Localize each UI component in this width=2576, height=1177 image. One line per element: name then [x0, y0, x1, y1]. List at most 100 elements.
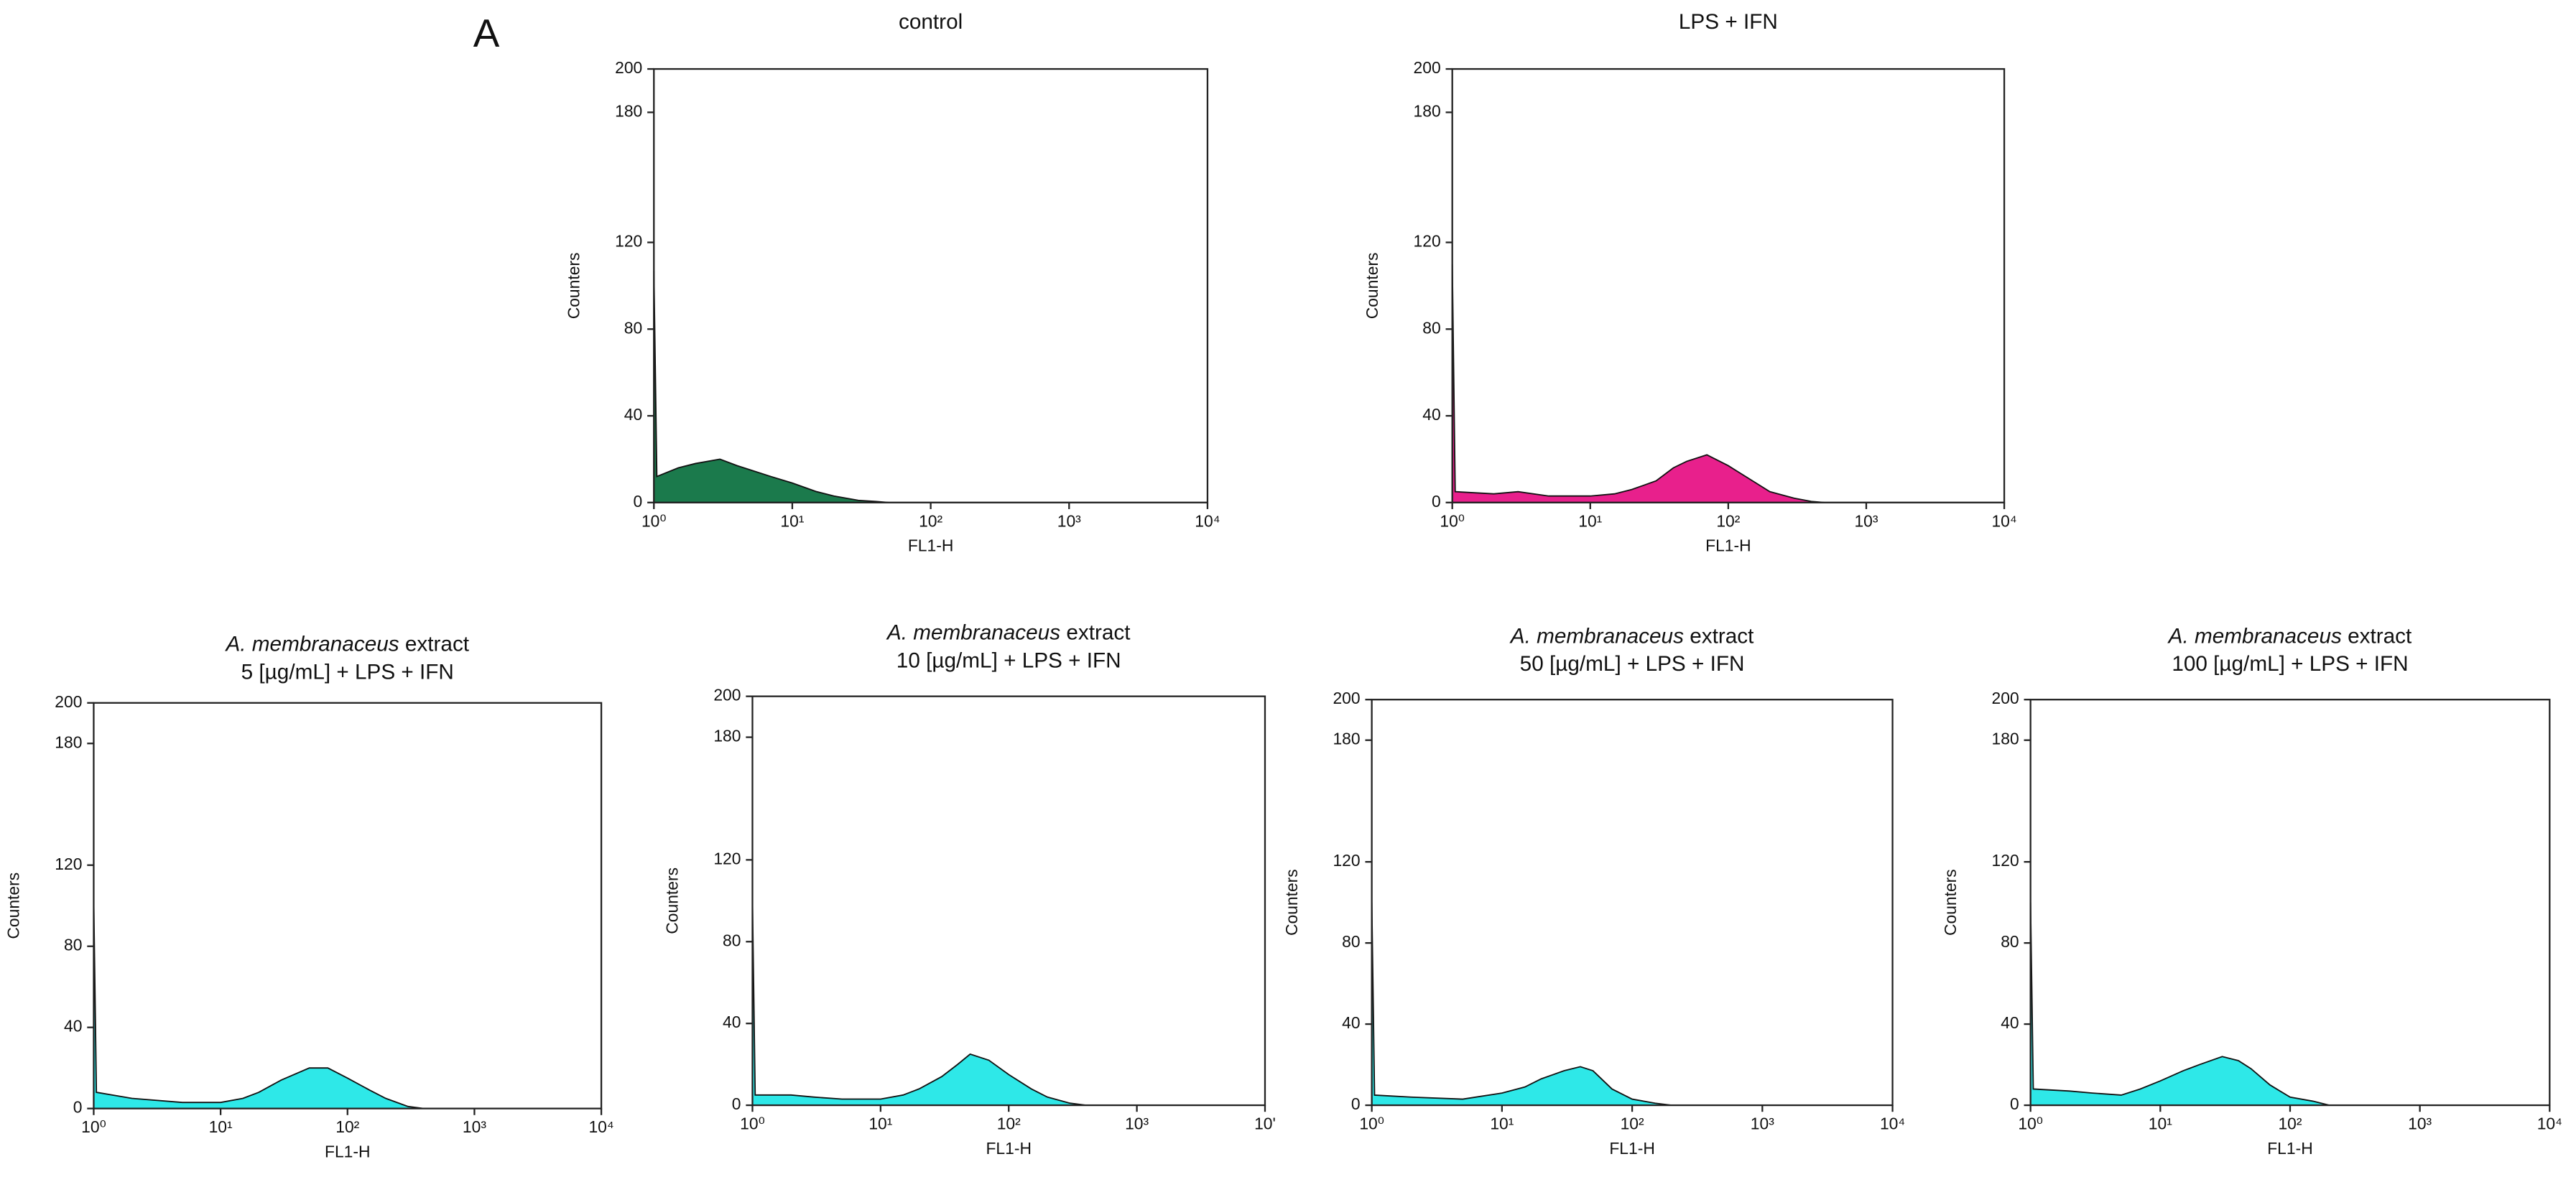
y-tick-label: 0	[732, 1094, 741, 1113]
y-tick-label: 120	[55, 855, 82, 873]
title-part: extract	[2342, 624, 2412, 648]
x-tick-label: 10⁰	[2018, 1115, 2043, 1133]
chart-title: A. membranaceus extract	[224, 633, 469, 656]
title-part: A. membranaceus	[1509, 624, 1684, 648]
title-part: 5 [µg/mL] + LPS + IFN	[241, 660, 454, 684]
y-tick-label: 200	[615, 58, 642, 77]
y-tick-label: 180	[615, 101, 642, 120]
x-tick-label: 10⁴	[2537, 1115, 2562, 1133]
y-tick-label: 200	[713, 686, 741, 704]
title-part: 10 [µg/mL] + LPS + IFN	[896, 648, 1121, 672]
x-axis-label: FL1-H	[2267, 1139, 2313, 1158]
x-axis-label: FL1-H	[1705, 536, 1751, 555]
y-tick-label: 0	[2010, 1094, 2019, 1113]
y-tick-label: 200	[1414, 58, 1441, 77]
x-axis-label: FL1-H	[325, 1142, 371, 1160]
x-tick-label: 10⁴	[1880, 1115, 1905, 1133]
y-tick-label: 40	[64, 1017, 82, 1036]
y-tick-label: 80	[1422, 318, 1440, 337]
chart-title: control	[899, 10, 963, 34]
x-tick-label: 10¹	[868, 1115, 892, 1133]
x-tick-label: 10²	[1621, 1115, 1644, 1133]
y-tick-label: 40	[1342, 1013, 1360, 1032]
y-tick-label: 0	[73, 1098, 83, 1117]
title-part: 100 [µg/mL] + LPS + IFN	[2172, 652, 2408, 676]
x-tick-label: 10⁴	[1991, 511, 2016, 530]
y-tick-label: 80	[723, 931, 741, 949]
y-tick-label: 120	[1992, 851, 2019, 870]
x-tick-label: 10³	[1125, 1115, 1149, 1133]
chart-title: A. membranaceus extract	[2167, 624, 2412, 648]
y-tick-label: 40	[723, 1013, 741, 1031]
y-tick-label: 200	[1333, 689, 1360, 707]
x-tick-label: 10²	[335, 1117, 359, 1136]
y-tick-label: 200	[1992, 689, 2019, 707]
y-axis-label: Counters	[1941, 869, 1960, 936]
x-tick-label: 10¹	[209, 1117, 233, 1136]
y-tick-label: 180	[713, 727, 741, 745]
y-tick-label: 180	[1414, 101, 1441, 120]
x-tick-label: 10'	[1254, 1115, 1276, 1133]
y-tick-label: 180	[1992, 730, 2019, 748]
y-tick-label: 180	[55, 732, 82, 751]
panel-label: A	[473, 11, 500, 55]
title-part: A. membranaceus	[224, 633, 399, 656]
chart-title: 50 [µg/mL] + LPS + IFN	[1520, 652, 1745, 676]
x-tick-label: 10⁴	[588, 1117, 613, 1136]
x-tick-label: 10²	[2278, 1115, 2302, 1133]
title-part: extract	[1060, 621, 1131, 645]
x-tick-label: 10³	[1854, 511, 1878, 530]
x-tick-label: 10⁰	[81, 1117, 106, 1136]
y-tick-label: 80	[64, 936, 82, 954]
y-tick-label: 0	[1432, 492, 1441, 511]
x-axis-label: FL1-H	[1609, 1139, 1655, 1158]
x-tick-label: 10²	[997, 1115, 1021, 1133]
y-tick-label: 40	[2001, 1013, 2019, 1032]
title-part: A. membranaceus	[2167, 624, 2342, 648]
chart-title: 100 [µg/mL] + LPS + IFN	[2172, 652, 2408, 676]
x-tick-label: 10⁰	[641, 511, 667, 530]
x-tick-label: 10¹	[2149, 1115, 2172, 1133]
y-tick-label: 40	[1422, 405, 1440, 424]
x-tick-label: 10⁰	[1440, 511, 1465, 530]
title-part: extract	[1684, 624, 1754, 648]
chart-title: A. membranaceus extract	[1509, 624, 1754, 648]
y-tick-label: 200	[55, 692, 82, 711]
x-tick-label: 10³	[1751, 1115, 1774, 1133]
x-tick-label: 10¹	[1490, 1115, 1514, 1133]
y-tick-label: 120	[1414, 232, 1441, 251]
chart-title: 5 [µg/mL] + LPS + IFN	[241, 660, 454, 684]
y-tick-label: 80	[624, 318, 642, 337]
x-tick-label: 10¹	[1578, 511, 1602, 530]
y-axis-label: Counters	[1363, 253, 1381, 320]
y-tick-label: 80	[2001, 932, 2019, 951]
x-tick-label: 10¹	[780, 511, 804, 530]
y-tick-label: 180	[1333, 730, 1360, 748]
x-tick-label: 10⁰	[1359, 1115, 1384, 1133]
y-tick-label: 120	[1333, 851, 1360, 870]
x-tick-label: 10³	[463, 1117, 486, 1136]
y-axis-label: Counters	[565, 253, 583, 320]
title-part: 50 [µg/mL] + LPS + IFN	[1520, 652, 1745, 676]
y-tick-label: 120	[713, 849, 741, 867]
chart-title: A. membranaceus extract	[886, 621, 1131, 645]
x-tick-label: 10²	[919, 511, 942, 530]
x-tick-label: 10³	[2408, 1115, 2432, 1133]
chart-title: 10 [µg/mL] + LPS + IFN	[896, 648, 1121, 672]
chart-title: LPS + IFN	[1679, 10, 1778, 34]
y-tick-label: 120	[615, 232, 642, 251]
y-tick-label: 40	[624, 405, 642, 424]
x-axis-label: FL1-H	[908, 536, 954, 555]
title-part: A. membranaceus	[886, 621, 1060, 645]
y-axis-label: Counters	[1282, 869, 1301, 936]
title-part: LPS + IFN	[1679, 10, 1778, 34]
y-tick-label: 80	[1342, 932, 1360, 951]
x-tick-label: 10³	[1057, 511, 1081, 530]
y-tick-label: 0	[634, 492, 643, 511]
y-tick-label: 0	[1351, 1094, 1361, 1113]
x-axis-label: FL1-H	[986, 1139, 1032, 1158]
x-tick-label: 10⁰	[740, 1115, 765, 1133]
title-part: control	[899, 10, 963, 34]
